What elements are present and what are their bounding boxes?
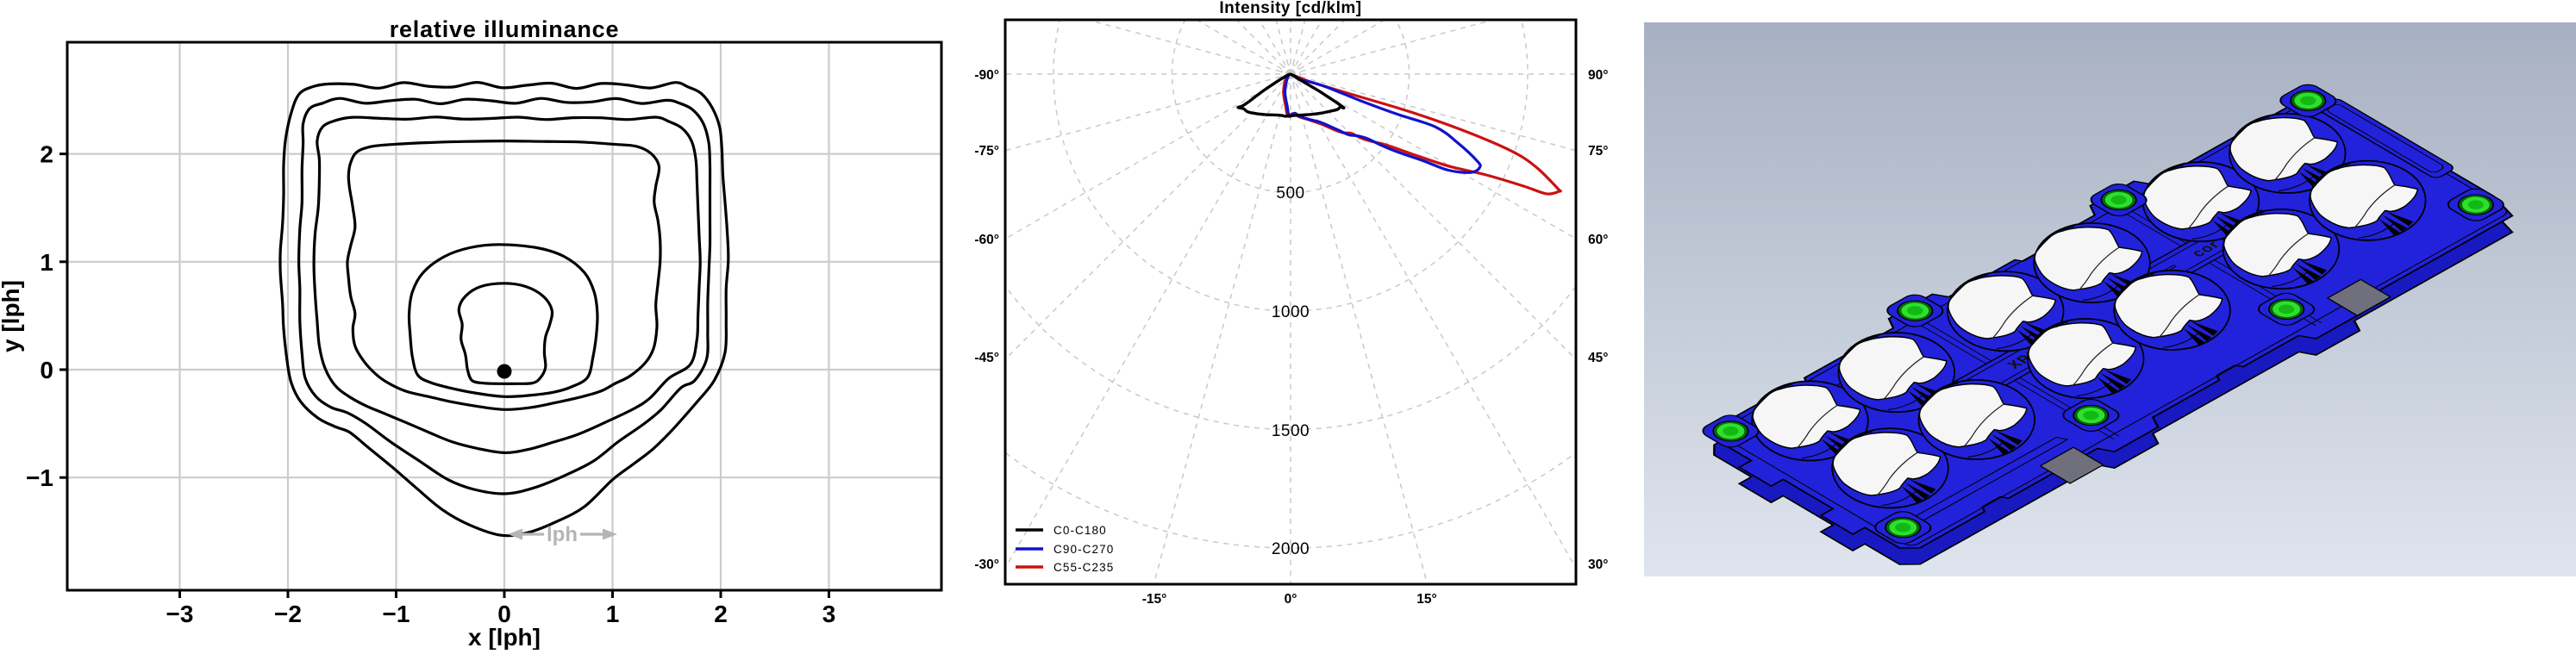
svg-text:0: 0 — [497, 601, 511, 627]
svg-text:2000: 2000 — [1272, 540, 1310, 558]
svg-text:1: 1 — [40, 249, 53, 276]
svg-text:3: 3 — [822, 601, 836, 627]
svg-text:2: 2 — [714, 601, 728, 627]
svg-text:500: 500 — [1276, 184, 1304, 202]
svg-text:90°: 90° — [1588, 68, 1608, 83]
svg-text:-15°: -15° — [1142, 592, 1167, 607]
svg-text:-90°: -90° — [974, 68, 999, 83]
svg-text:−1: −1 — [26, 464, 53, 491]
svg-text:0°: 0° — [1285, 592, 1297, 607]
svg-text:30°: 30° — [1588, 557, 1608, 572]
svg-text:75°: 75° — [1588, 144, 1608, 159]
svg-text:C0-C180: C0-C180 — [1054, 524, 1107, 537]
svg-text:-60°: -60° — [974, 233, 999, 247]
svg-text:lph: lph — [547, 523, 578, 546]
svg-text:1000: 1000 — [1272, 303, 1310, 321]
svg-text:15°: 15° — [1416, 592, 1436, 607]
svg-text:2: 2 — [40, 141, 53, 168]
svg-text:relative illuminance: relative illuminance — [390, 16, 620, 42]
svg-text:-30°: -30° — [974, 557, 999, 572]
svg-text:−3: −3 — [166, 601, 194, 627]
svg-text:Intensity [cd/klm]: Intensity [cd/klm] — [1219, 0, 1361, 17]
svg-text:−1: −1 — [383, 601, 410, 627]
svg-text:-75°: -75° — [974, 144, 999, 159]
svg-text:C90-C270: C90-C270 — [1054, 543, 1114, 556]
svg-text:60°: 60° — [1588, 233, 1608, 247]
svg-text:0: 0 — [40, 357, 53, 383]
svg-text:1500: 1500 — [1272, 422, 1310, 440]
svg-text:y [lph]: y [lph] — [0, 280, 24, 352]
svg-text:1: 1 — [606, 601, 620, 627]
svg-text:x [lph]: x [lph] — [468, 624, 541, 650]
svg-text:C55-C235: C55-C235 — [1054, 561, 1114, 574]
svg-text:−2: −2 — [274, 601, 302, 627]
svg-text:45°: 45° — [1588, 351, 1608, 365]
svg-text:-45°: -45° — [974, 351, 999, 365]
